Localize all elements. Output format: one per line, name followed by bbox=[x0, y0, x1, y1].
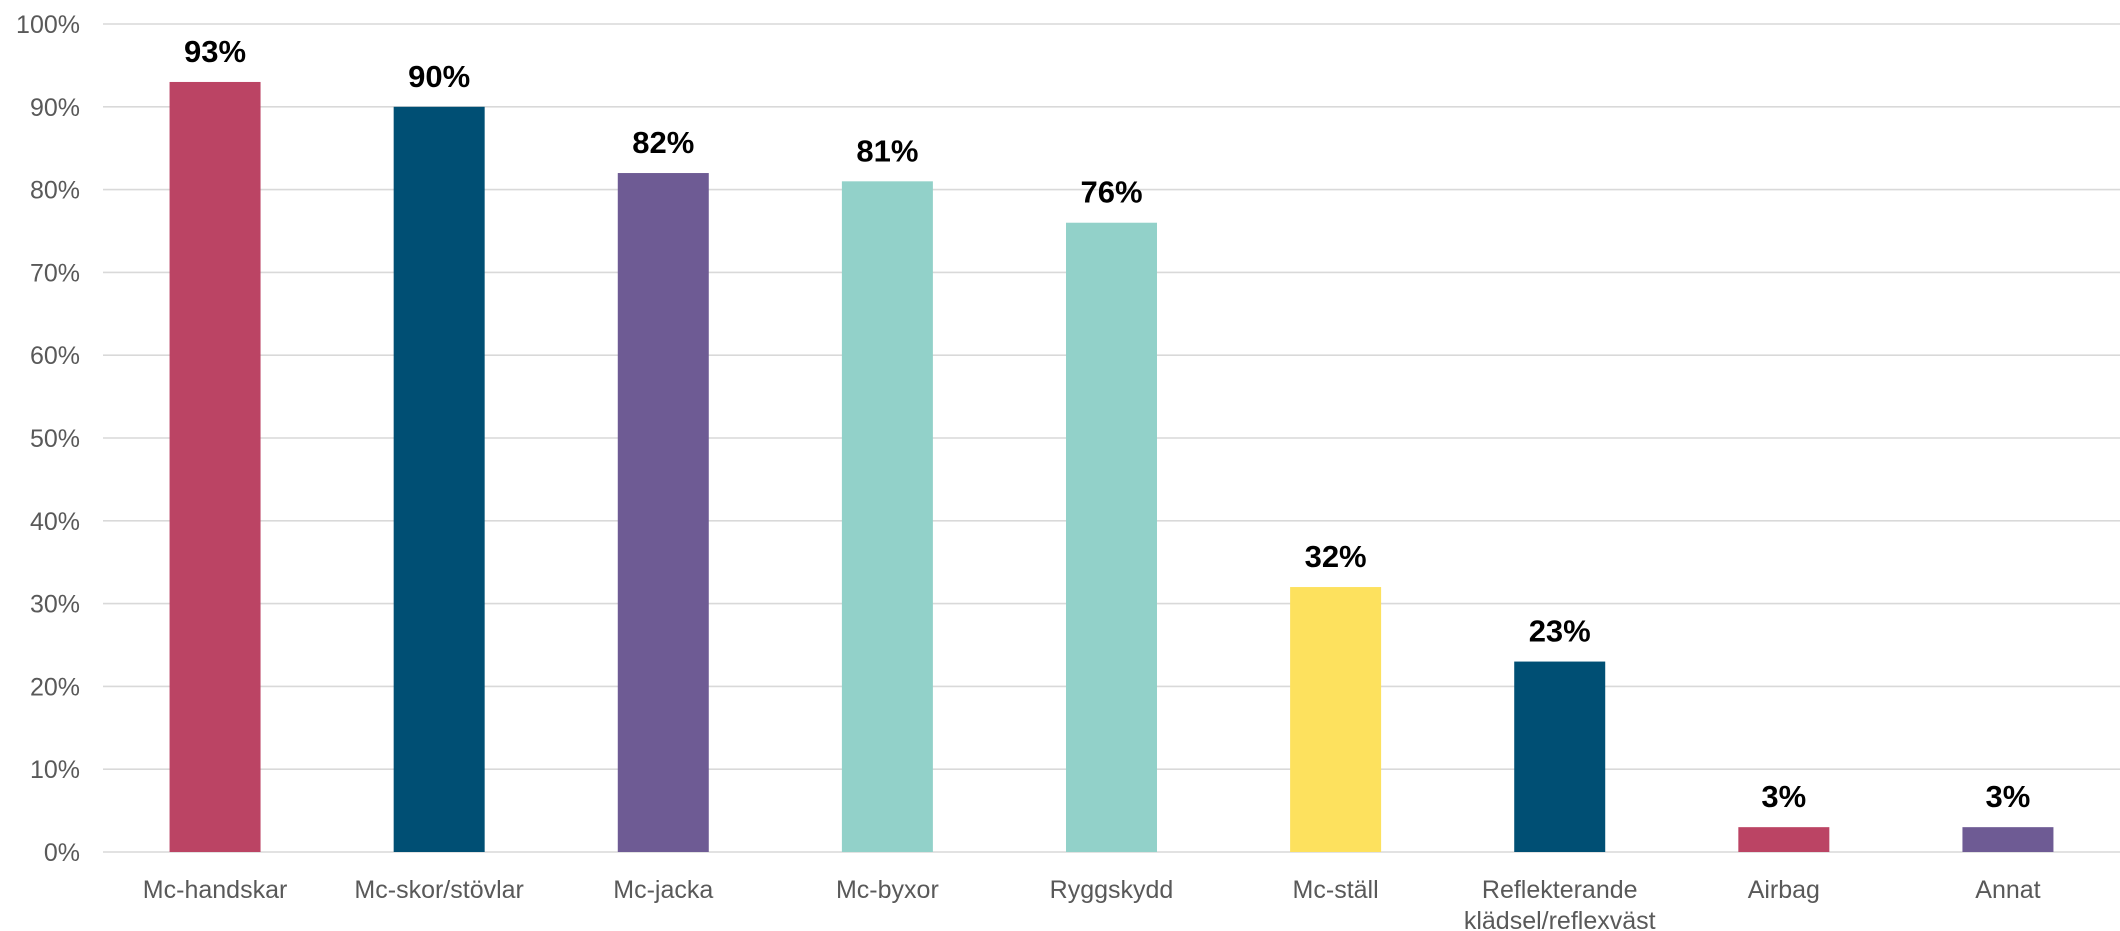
x-tick-label: Annat bbox=[1975, 876, 2040, 904]
data-label: 32% bbox=[1305, 539, 1367, 574]
bar bbox=[169, 81, 261, 852]
x-tick-label-line: Reflekterande bbox=[1482, 876, 1638, 904]
x-tick-label: Mc-handskar bbox=[143, 876, 288, 904]
x-tick-label: Mc-ställ bbox=[1293, 876, 1379, 904]
data-labels: 93% 90% 82% 81% 76% 32% 23% 3% 3% bbox=[184, 34, 2030, 814]
bar bbox=[1962, 827, 2054, 852]
x-tick-label-line: Mc-skor/stövlar bbox=[354, 876, 523, 904]
x-tick-label-line: Mc-byxor bbox=[836, 876, 939, 904]
x-tick-label: Mc-byxor bbox=[836, 876, 939, 904]
y-tick-label: 50% bbox=[30, 425, 80, 453]
bar bbox=[393, 106, 485, 853]
data-label: 93% bbox=[184, 34, 246, 69]
x-tick-label: Airbag bbox=[1748, 876, 1820, 904]
y-tick-label: 30% bbox=[30, 591, 80, 619]
bar bbox=[1738, 827, 1830, 852]
y-tick-label: 40% bbox=[30, 508, 80, 536]
y-tick-label: 70% bbox=[30, 259, 80, 287]
bar bbox=[841, 181, 933, 852]
data-label: 23% bbox=[1529, 614, 1591, 649]
bar bbox=[1514, 661, 1606, 852]
y-tick-label: 100% bbox=[16, 11, 80, 39]
data-label: 3% bbox=[1986, 779, 2031, 814]
y-axis: 0% 10% 20% 30% 40% 50% 60% 70% 80% 90% 100% bbox=[16, 11, 80, 867]
x-tick-label-line: Annat bbox=[1975, 876, 2040, 904]
x-axis: Mc-handskar Mc-skor/stövlar Mc-jacka Mc-byx… bbox=[143, 876, 2041, 931]
y-tick-label: 20% bbox=[30, 673, 80, 701]
y-tick-label: 80% bbox=[30, 177, 80, 205]
x-tick-label: Mc-jacka bbox=[613, 876, 713, 904]
data-label: 82% bbox=[632, 125, 694, 160]
y-tick-label: 90% bbox=[30, 94, 80, 122]
x-tick-label: Ryggskydd bbox=[1050, 876, 1174, 904]
data-label: 76% bbox=[1080, 175, 1142, 210]
y-tick-label: 60% bbox=[30, 342, 80, 370]
x-tick-label-line: Ryggskydd bbox=[1050, 876, 1174, 904]
x-tick-label-line: klädsel/reflexväst bbox=[1464, 907, 1656, 931]
data-label: 81% bbox=[856, 133, 918, 168]
bar bbox=[1066, 222, 1157, 853]
data-label: 90% bbox=[408, 59, 470, 94]
x-tick-label-line: Mc-ställ bbox=[1293, 876, 1379, 904]
bar bbox=[1290, 587, 1382, 852]
bars bbox=[169, 81, 2054, 853]
x-tick-label: Reflekterande klädsel/reflexväst bbox=[1464, 876, 1656, 931]
y-tick-label: 10% bbox=[30, 756, 80, 784]
x-tick-label-line: Airbag bbox=[1748, 876, 1820, 904]
x-tick-label: Mc-skor/stövlar bbox=[354, 876, 523, 904]
y-tick-label: 0% bbox=[44, 839, 80, 867]
x-tick-label-line: Mc-jacka bbox=[613, 876, 713, 904]
data-label: 3% bbox=[1761, 779, 1806, 814]
bar bbox=[617, 173, 709, 853]
x-tick-label-line: Mc-handskar bbox=[143, 876, 288, 904]
